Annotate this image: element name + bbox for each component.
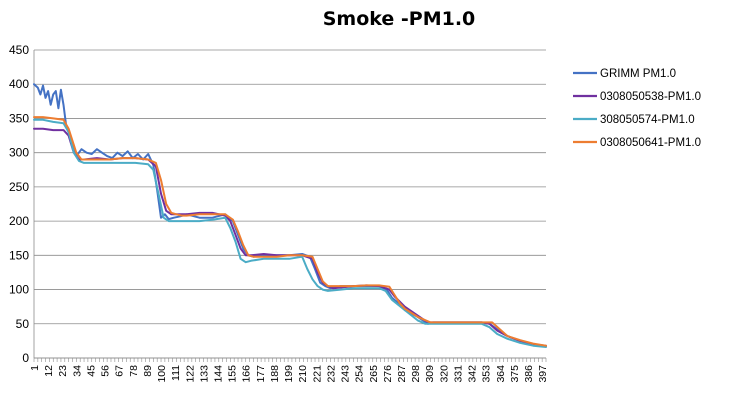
x-tick-label: 199 (283, 365, 295, 383)
gridlines (34, 49, 546, 359)
x-tick-label: 276 (382, 365, 394, 383)
x-tick-label: 364 (495, 365, 507, 383)
y-tick-label: 250 (9, 180, 29, 194)
x-tick-label: 309 (424, 365, 436, 383)
axes: 0 50 100 150 200 250 300 350 400 450 1 12 23 34 45 56 67… (9, 43, 549, 383)
x-tick-label: 144 (212, 365, 224, 383)
series-line-3 (33, 118, 547, 348)
y-tick-label: 400 (9, 77, 29, 91)
series-line-1 (33, 83, 547, 347)
x-tick-label: 122 (184, 365, 196, 383)
y-tick-label: 300 (9, 146, 29, 160)
x-tick-label: 12 (43, 365, 55, 377)
legend-label: GRIMM PM1.0 (600, 68, 676, 80)
x-tick-label: 386 (523, 365, 535, 383)
x-tick-label: 331 (452, 365, 464, 383)
x-tick-label: 177 (255, 365, 267, 383)
y-tick-label: 450 (9, 43, 29, 57)
x-tick-label: 287 (396, 365, 408, 383)
legend-label: 0308050641-PM1.0 (600, 137, 701, 149)
x-tick-label: 342 (467, 365, 479, 383)
x-tick-label: 265 (368, 365, 380, 383)
series-lines (33, 83, 547, 348)
x-tick-label: 89 (142, 365, 154, 377)
x-tick-label: 188 (269, 365, 281, 383)
x-tick-label: 67 (114, 365, 126, 377)
y-tick-label: 0 (22, 351, 29, 365)
x-tick-label: 232 (325, 365, 337, 383)
x-tick-label: 23 (57, 365, 69, 377)
x-tick-label: 56 (100, 365, 112, 377)
x-tick-label: 100 (156, 365, 168, 383)
y-tick-label: 100 (9, 283, 29, 297)
series-line-2 (33, 127, 547, 348)
x-tick-label: 375 (509, 365, 521, 383)
x-tick-label: 78 (128, 365, 140, 377)
x-tick-label: 254 (354, 365, 366, 383)
x-tick-label: 111 (170, 365, 182, 381)
x-tick-label: 210 (297, 365, 309, 383)
y-tick-label: 50 (16, 317, 30, 331)
x-tick-label: 243 (340, 365, 352, 383)
x-tick-label: 133 (198, 365, 210, 383)
y-tick-label: 350 (9, 111, 29, 125)
x-tick-label: 320 (438, 365, 450, 383)
x-tick-label: 155 (227, 365, 239, 383)
x-tick-label: 298 (410, 365, 422, 383)
series-line-4 (33, 116, 547, 347)
x-tick-label: 353 (481, 365, 493, 383)
x-tick-label: 1 (29, 365, 41, 371)
x-tick-label: 45 (85, 365, 97, 377)
legend: GRIMM PM1.0 0308050538-PM1.0 308050574-PM1… (573, 68, 701, 149)
y-tick-label: 200 (9, 214, 29, 228)
chart-title: Smoke -PM1.0 (323, 8, 476, 30)
y-tick-label: 150 (9, 248, 29, 262)
x-tick-label: 34 (71, 365, 83, 377)
x-tick-label: 397 (537, 365, 549, 383)
legend-label: 0308050538-PM1.0 (600, 91, 701, 103)
legend-label: 308050574-PM1.0 (600, 114, 695, 126)
x-tick-label: 221 (311, 365, 323, 383)
x-tick-label: 166 (241, 365, 253, 383)
